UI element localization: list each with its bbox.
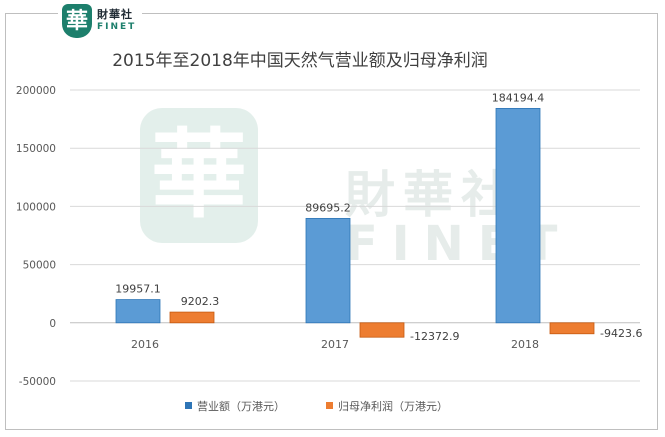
watermark-seal-shape <box>140 108 258 243</box>
x-tick-label: 2018 <box>511 338 539 351</box>
legend: 营业额（万港元） 归母净利润（万港元） <box>185 399 448 413</box>
x-tick-label: 2017 <box>321 338 349 351</box>
bar-profit <box>359 322 405 338</box>
bar-profit <box>549 322 595 335</box>
x-axis-tick-labels: 2016 2017 2018 <box>131 338 539 351</box>
gridlines <box>70 89 640 382</box>
x-tick-label: 2016 <box>131 338 159 351</box>
chart-title: 2015年至2018年中国天然气营业额及归母净利润 <box>112 51 488 71</box>
bar-profit <box>169 311 215 324</box>
watermark: 華 財華社 FINET <box>140 108 557 272</box>
y-tick-label: 50000 <box>23 260 56 272</box>
data-label: -12372.9 <box>410 330 459 343</box>
data-label: -9423.6 <box>600 327 642 340</box>
data-label: 19957.1 <box>115 283 161 296</box>
y-tick-label: 150000 <box>16 143 56 155</box>
data-label: 9202.3 <box>181 295 220 308</box>
y-tick-label: 100000 <box>16 201 56 213</box>
y-tick-label: 0 <box>49 318 56 330</box>
data-label: 184194.4 <box>492 91 545 104</box>
y-tick-label: 200000 <box>16 85 56 97</box>
bars <box>115 107 595 338</box>
brand-seal-icon: 華 <box>62 4 92 38</box>
data-labels: 19957.1 9202.3 89695.2 -12372.9 184194.4 -942… <box>115 91 642 343</box>
brand-name-en: FINET <box>97 22 137 32</box>
legend-swatch-revenue <box>185 402 192 409</box>
brand-name-cn: 財華社 <box>97 8 133 21</box>
legend-swatch-profit <box>326 402 333 409</box>
legend-label-revenue: 营业额（万港元） <box>197 399 285 413</box>
bar-revenue <box>305 217 351 324</box>
y-tick-label: -50000 <box>19 376 56 388</box>
bar-revenue <box>495 107 541 324</box>
data-label: 89695.2 <box>305 201 351 214</box>
bar-revenue <box>115 299 161 324</box>
legend-label-profit: 归母净利润（万港元） <box>338 399 448 413</box>
watermark-name-cn: 財華社 <box>345 166 519 224</box>
watermark-seal-char: 華 <box>151 118 247 231</box>
brand-logo: 華 財華社 FINET <box>58 4 143 38</box>
y-axis-tick-labels: -50000 0 50000 100000 150000 200000 <box>16 85 56 388</box>
